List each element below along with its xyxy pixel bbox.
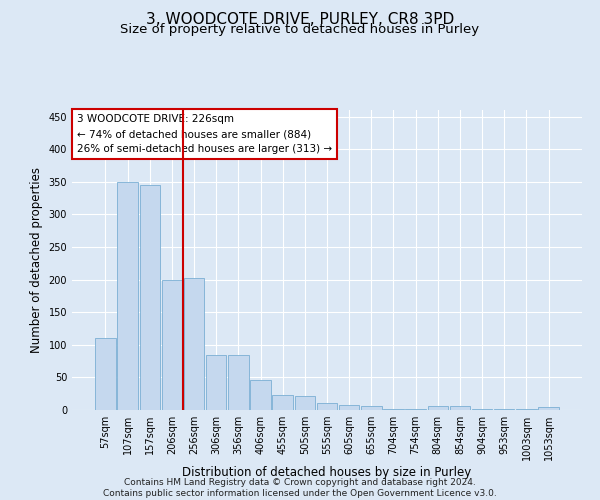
Bar (206, 355, 226, 410)
Text: 3 WOODCOTE DRIVE: 226sqm
← 74% of detached houses are smaller (884)
26% of semi-: 3 WOODCOTE DRIVE: 226sqm ← 74% of detach… (77, 114, 332, 154)
Bar (295, 396, 315, 410)
Bar (118, 182, 138, 410)
Bar (406, 408, 426, 410)
Bar (450, 406, 470, 410)
Bar (140, 185, 160, 410)
Text: Contains HM Land Registry data © Crown copyright and database right 2024.
Contai: Contains HM Land Registry data © Crown c… (103, 478, 497, 498)
Bar (95, 338, 116, 410)
Bar (538, 408, 559, 410)
X-axis label: Distribution of detached houses by size in Purley: Distribution of detached houses by size … (182, 466, 472, 479)
Bar (383, 408, 404, 410)
Bar (339, 406, 359, 410)
Bar (361, 406, 382, 410)
Text: Size of property relative to detached houses in Purley: Size of property relative to detached ho… (121, 22, 479, 36)
Bar (428, 406, 448, 410)
Bar (161, 280, 182, 410)
Bar (250, 380, 271, 410)
Bar (184, 278, 204, 410)
Bar (228, 355, 248, 410)
Y-axis label: Number of detached properties: Number of detached properties (30, 167, 43, 353)
Bar (317, 404, 337, 410)
Bar (272, 395, 293, 410)
Text: 3, WOODCOTE DRIVE, PURLEY, CR8 3PD: 3, WOODCOTE DRIVE, PURLEY, CR8 3PD (146, 12, 454, 28)
